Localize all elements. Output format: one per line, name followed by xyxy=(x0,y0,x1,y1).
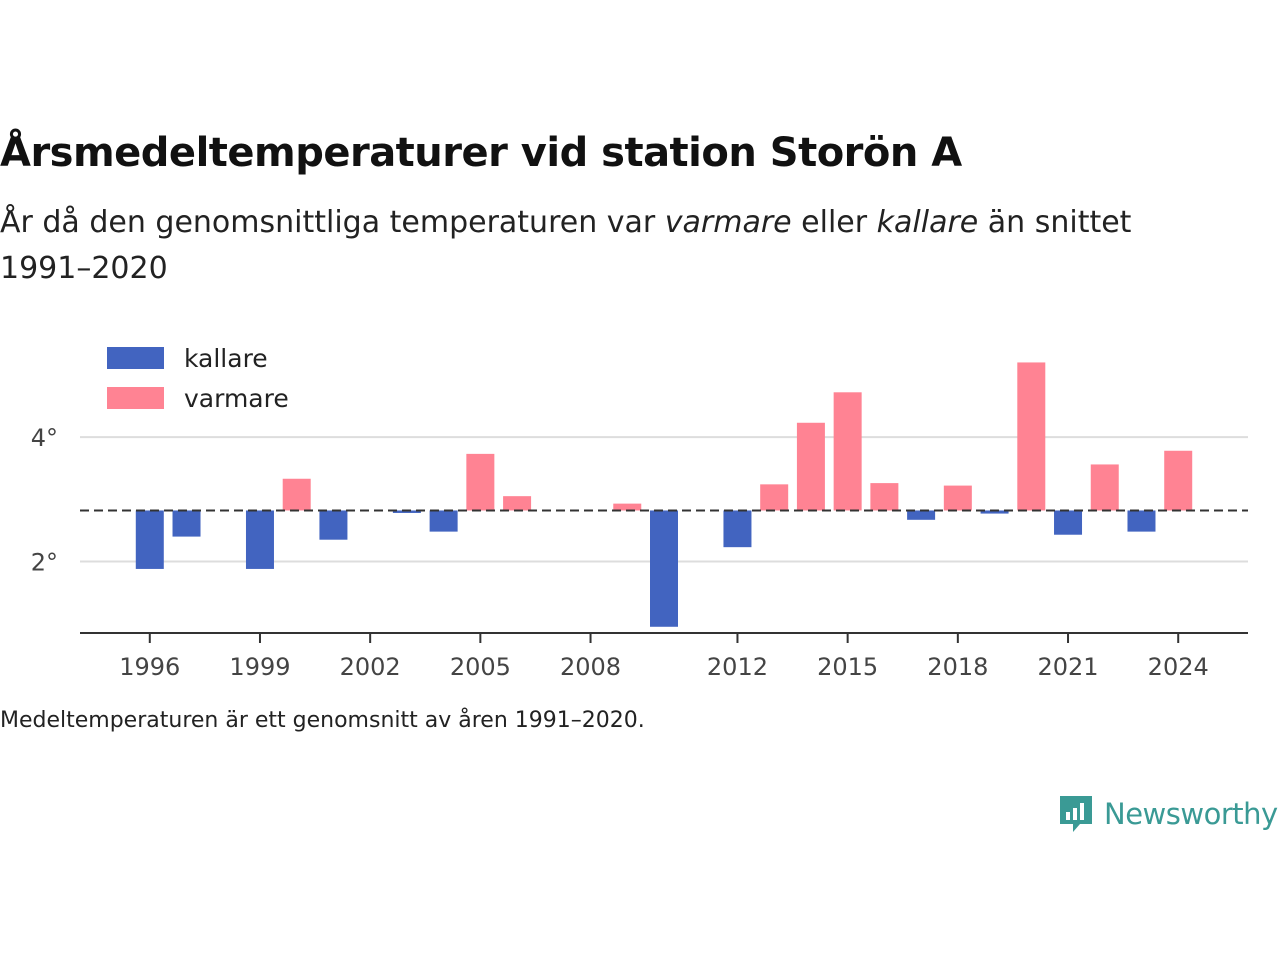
legend-swatch-kallare xyxy=(107,347,164,369)
x-tick-label: 2015 xyxy=(817,653,878,681)
bar-2020 xyxy=(1017,362,1046,511)
newsworthy-logo-icon xyxy=(1060,796,1092,832)
bar-2017 xyxy=(907,510,936,520)
x-tick-label: 2018 xyxy=(927,653,988,681)
x-tick-label: 2024 xyxy=(1148,653,1209,681)
legend: kallare varmare xyxy=(107,344,289,413)
bar-2018 xyxy=(943,485,972,511)
bar-2000 xyxy=(282,478,311,511)
bar-1996 xyxy=(135,510,164,569)
footnote: Medeltemperaturen är ett genomsnitt av å… xyxy=(0,708,645,733)
legend-label-varmare: varmare xyxy=(184,384,289,413)
y-tick-label: 4° xyxy=(31,424,58,452)
bar-2022 xyxy=(1090,464,1119,511)
subtitle-text-3: än snittet 1991–2020 xyxy=(0,205,1132,286)
bar-2021 xyxy=(1054,510,1083,535)
chart-title: Årsmedeltemperaturer vid station Storön … xyxy=(0,130,962,176)
bar-2013 xyxy=(760,484,789,511)
bar-2010 xyxy=(650,510,678,627)
subtitle-warmer-word: varmare xyxy=(664,205,792,240)
bar-2009 xyxy=(613,503,642,511)
bar-2014 xyxy=(796,422,825,511)
subtitle-text-1: År då den genomsnittliga temperaturen va… xyxy=(0,205,665,240)
gridlines: 2° 4° xyxy=(31,424,1248,576)
bars xyxy=(135,362,1193,627)
brand-name: Newsworthy xyxy=(1104,797,1278,831)
bar-2001 xyxy=(319,510,348,540)
bar-2005 xyxy=(466,453,495,511)
bar-2015 xyxy=(833,392,862,511)
bar-2004 xyxy=(429,510,458,532)
bar-1999 xyxy=(245,510,274,569)
x-tick-label: 1999 xyxy=(229,653,290,681)
x-tick-label: 1996 xyxy=(119,653,180,681)
bar-2019 xyxy=(980,510,1009,514)
x-tick-label: 2002 xyxy=(340,653,401,681)
bar-1997 xyxy=(172,510,201,537)
bar-2006 xyxy=(503,496,532,511)
legend-swatch-varmare xyxy=(107,387,164,409)
bar-2003 xyxy=(392,510,421,513)
x-tick-label: 2008 xyxy=(560,653,621,681)
x-tick-label: 2012 xyxy=(707,653,768,681)
legend-label-kallare: kallare xyxy=(184,344,268,373)
x-tick-label: 2021 xyxy=(1037,653,1098,681)
x-axis: 1996 1999 2002 2005 2008 2012 2015 2018 2021 2024 xyxy=(80,632,1248,681)
bar-2016 xyxy=(870,483,899,511)
x-tick-label: 2005 xyxy=(450,653,511,681)
y-tick-label: 2° xyxy=(31,548,58,576)
bar-2024 xyxy=(1164,450,1193,511)
temperature-bar-chart: 2° 4° 1996 1999 2002 2005 2008 2012 2015 2018 202… xyxy=(31,344,1248,681)
subtitle-text-2: eller xyxy=(791,205,877,240)
bar-2023 xyxy=(1127,510,1156,532)
brand-logo[interactable]: Newsworthy xyxy=(1058,790,1278,838)
subtitle-colder-word: kallare xyxy=(876,205,979,240)
bar-2012 xyxy=(723,510,752,548)
chart-subtitle: År då den genomsnittliga temperaturen va… xyxy=(0,200,1200,292)
